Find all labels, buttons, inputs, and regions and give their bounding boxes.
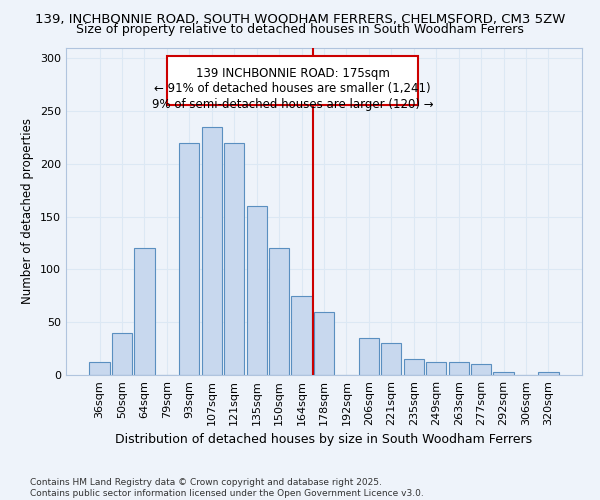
Text: 9% of semi-detached houses are larger (120) →: 9% of semi-detached houses are larger (1… — [152, 98, 433, 111]
Y-axis label: Number of detached properties: Number of detached properties — [22, 118, 34, 304]
Bar — [224, 142, 244, 375]
Bar — [493, 372, 514, 375]
Bar — [426, 362, 446, 375]
Bar — [112, 332, 132, 375]
Bar — [292, 296, 311, 375]
Text: 139 INCHBONNIE ROAD: 175sqm: 139 INCHBONNIE ROAD: 175sqm — [196, 66, 389, 80]
Bar — [202, 126, 222, 375]
FancyBboxPatch shape — [167, 56, 418, 104]
Bar — [134, 248, 155, 375]
Bar — [449, 362, 469, 375]
Bar — [314, 312, 334, 375]
Bar — [404, 359, 424, 375]
Text: 139, INCHBONNIE ROAD, SOUTH WOODHAM FERRERS, CHELMSFORD, CM3 5ZW: 139, INCHBONNIE ROAD, SOUTH WOODHAM FERR… — [35, 12, 565, 26]
Bar — [179, 142, 199, 375]
Bar — [381, 344, 401, 375]
Text: ← 91% of detached houses are smaller (1,241): ← 91% of detached houses are smaller (1,… — [154, 82, 431, 96]
Bar — [89, 362, 110, 375]
Bar — [269, 248, 289, 375]
X-axis label: Distribution of detached houses by size in South Woodham Ferrers: Distribution of detached houses by size … — [115, 434, 533, 446]
Text: Contains HM Land Registry data © Crown copyright and database right 2025.
Contai: Contains HM Land Registry data © Crown c… — [30, 478, 424, 498]
Bar — [247, 206, 267, 375]
Bar — [471, 364, 491, 375]
Text: Size of property relative to detached houses in South Woodham Ferrers: Size of property relative to detached ho… — [76, 22, 524, 36]
Bar — [359, 338, 379, 375]
Bar — [538, 372, 559, 375]
